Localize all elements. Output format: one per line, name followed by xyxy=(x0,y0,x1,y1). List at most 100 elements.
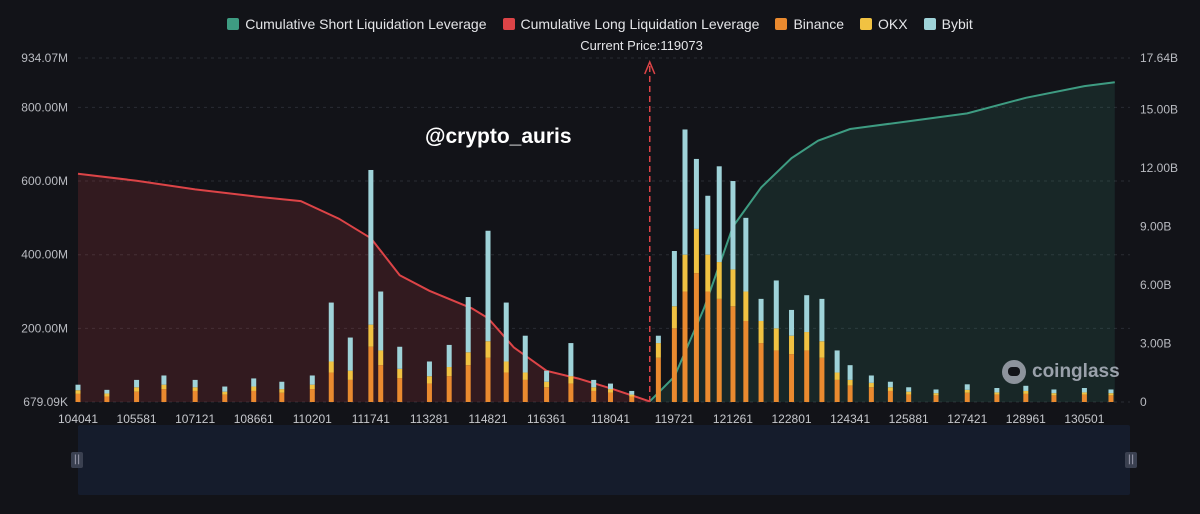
legend-swatch xyxy=(775,18,788,30)
bar-segment-okx xyxy=(671,306,677,329)
bar-segment-bybit xyxy=(629,390,635,395)
x-tick-label: 122801 xyxy=(772,412,812,426)
bar-segment-bybit xyxy=(426,361,432,377)
x-tick-label: 116361 xyxy=(527,412,566,426)
bar-segment-bybit xyxy=(1108,389,1114,394)
legend-item-okx[interactable]: OKX xyxy=(860,16,908,32)
bar-segment-bybit xyxy=(834,350,840,373)
bar-segment-bybit xyxy=(847,365,853,380)
bar-segment-binance xyxy=(682,291,688,402)
bar-segment-okx xyxy=(743,291,749,321)
bar-segment-okx xyxy=(868,382,874,388)
bar-segment-binance xyxy=(933,395,939,402)
bar-segment-okx xyxy=(279,389,285,393)
bar-segment-bybit xyxy=(743,217,749,292)
bar-segment-bybit xyxy=(397,346,403,369)
bar-segment-binance xyxy=(279,392,285,402)
bar-segment-binance xyxy=(568,383,574,402)
bar-segment-bybit xyxy=(222,386,228,392)
x-tick-label: 104041 xyxy=(58,412,98,426)
legend-label: Binance xyxy=(793,16,845,32)
x-tick-label: 118041 xyxy=(591,412,630,426)
bar-segment-okx xyxy=(705,254,711,292)
bar-segment-bybit xyxy=(655,335,661,344)
bar-segment-bybit xyxy=(347,337,353,371)
legend-item-short-cumulative[interactable]: Cumulative Short Liquidation Leverage xyxy=(227,16,487,32)
navigator-left-handle[interactable]: || xyxy=(71,452,83,468)
bar-segment-bybit xyxy=(964,384,970,390)
bar-segment-binance xyxy=(789,354,795,402)
bar-segment-okx xyxy=(568,376,574,384)
bar-segment-okx xyxy=(426,376,432,384)
legend-swatch xyxy=(923,18,936,30)
legend-label: Bybit xyxy=(941,16,973,32)
x-tick-label: 113281 xyxy=(410,412,449,426)
bar-segment-bybit xyxy=(804,295,810,333)
bar-segment-binance xyxy=(964,392,970,402)
coinglass-logo-icon xyxy=(1002,360,1026,384)
bar-segment-binance xyxy=(251,390,257,402)
bar-segment-binance xyxy=(834,379,840,402)
bar-segment-binance xyxy=(446,376,452,402)
bar-segment-binance xyxy=(819,357,825,402)
navigator-right-handle[interactable]: || xyxy=(1125,452,1137,468)
x-tick-label: 110201 xyxy=(293,412,332,426)
bar-segment-binance xyxy=(758,343,764,402)
bar-segment-bybit xyxy=(693,158,699,229)
bar-segment-okx xyxy=(75,390,81,394)
bar-segment-okx xyxy=(503,361,509,373)
y-right-tick-label: 9.00B xyxy=(1140,219,1171,233)
bar-segment-bybit xyxy=(161,375,167,385)
bar-segment-binance xyxy=(607,392,613,402)
bar-segment-okx xyxy=(1081,392,1087,395)
bar-segment-binance xyxy=(743,320,749,402)
bar-segment-binance xyxy=(994,394,1000,402)
y-left-tick-label: 800.00M xyxy=(21,100,68,114)
bar-segment-binance xyxy=(347,379,353,402)
bar-segment-okx xyxy=(1108,393,1114,396)
bar-segment-bybit xyxy=(716,166,722,263)
legend-label: OKX xyxy=(878,16,908,32)
bar-segment-okx xyxy=(716,262,722,299)
bar-segment-okx xyxy=(819,341,825,358)
bar-segment-binance xyxy=(868,387,874,402)
legend-item-bybit[interactable]: Bybit xyxy=(923,16,973,32)
x-tick-label: 125881 xyxy=(889,412,929,426)
legend-item-long-cumulative[interactable]: Cumulative Long Liquidation Leverage xyxy=(502,16,759,32)
bar-segment-bybit xyxy=(378,291,384,351)
bar-segment-okx xyxy=(906,391,912,395)
legend-item-binance[interactable]: Binance xyxy=(775,16,844,32)
bar-segment-okx xyxy=(730,269,736,307)
bar-segment-okx xyxy=(522,372,528,380)
bar-segment-okx xyxy=(134,387,140,392)
bar-segment-okx xyxy=(655,343,661,358)
x-tick-label: 108661 xyxy=(234,412,274,426)
bar-segment-binance xyxy=(426,383,432,402)
bar-segment-bybit xyxy=(730,181,736,270)
bar-segment-bybit xyxy=(819,298,825,342)
x-tick-label: 111741 xyxy=(352,412,391,426)
bar-segment-bybit xyxy=(104,389,110,394)
bar-segment-okx xyxy=(758,320,764,344)
bar-segment-okx xyxy=(161,384,167,390)
watermark: @crypto_auris xyxy=(425,125,572,148)
brand-name: coinglass xyxy=(1032,361,1120,382)
legend-swatch xyxy=(502,18,515,30)
bar-segment-bybit xyxy=(544,370,550,382)
bar-segment-bybit xyxy=(671,251,677,307)
bar-segment-bybit xyxy=(1081,388,1087,393)
bar-segment-bybit xyxy=(368,169,374,325)
bar-segment-bybit xyxy=(607,383,613,390)
x-tick-label: 114821 xyxy=(468,412,507,426)
range-navigator[interactable]: || || xyxy=(71,425,1137,495)
bar-segment-bybit xyxy=(591,379,597,388)
x-tick-label: 105581 xyxy=(117,412,157,426)
long-cumulative-line xyxy=(77,172,651,403)
bar-segment-binance xyxy=(503,372,509,402)
bar-segment-okx xyxy=(328,361,334,373)
bar-segment-bybit xyxy=(682,129,688,255)
short-cumulative-line xyxy=(648,81,1115,403)
bar-segment-okx xyxy=(1051,393,1057,396)
bar-segment-okx xyxy=(682,254,688,292)
bar-segment-binance xyxy=(705,291,711,402)
